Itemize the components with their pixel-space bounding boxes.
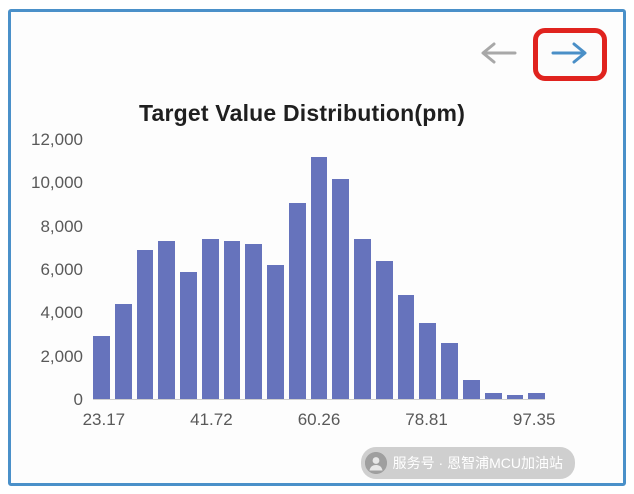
back-arrow-button[interactable] (479, 40, 517, 69)
nav-arrows (479, 28, 607, 81)
forward-arrow-button[interactable] (551, 40, 589, 69)
y-tick-label: 8,000 (40, 216, 83, 236)
histogram-bar (419, 323, 437, 399)
histogram-bar (245, 243, 263, 399)
histogram-bar (484, 392, 502, 399)
histogram-bar (267, 265, 284, 399)
x-tick-label: 23.17 (82, 410, 126, 429)
left-arrow-icon (479, 40, 517, 69)
x-tick-label: 60.26 (297, 410, 341, 429)
histogram-bar (463, 379, 480, 399)
histogram-bar (528, 392, 546, 399)
histogram-bar (354, 239, 371, 399)
x-axis: 23.17 41.72 60.26 78.81 97.35 (83, 408, 556, 434)
right-arrow-icon (551, 40, 589, 69)
histogram-bar (397, 295, 415, 399)
histogram-bar (93, 336, 110, 399)
histogram-bar (136, 250, 154, 399)
x-tick-label: 97.35 (512, 410, 556, 429)
watermark-text: 服务号 · 恩智浦MCU加油站 (392, 455, 563, 471)
y-axis: 12,000 10,000 8,000 6,000 4,000 2,000 0 (25, 130, 83, 409)
x-tick-label: 41.72 (190, 410, 233, 429)
y-tick-label: 2,000 (40, 346, 83, 366)
chart-panel: Target Value Distribution(pm) 12,000 10,0… (8, 9, 626, 486)
histogram-bar (310, 157, 328, 399)
histogram-bar (332, 178, 350, 399)
chart: 12,000 10,000 8,000 6,000 4,000 2,000 0 (25, 130, 546, 409)
y-tick-label: 10,000 (31, 173, 83, 193)
histogram-bar (223, 241, 241, 399)
y-tick-label: 0 (73, 390, 83, 409)
histogram-bar (441, 342, 459, 399)
histogram-bar (506, 394, 524, 399)
y-tick-label: 6,000 (40, 260, 83, 279)
histogram-bar (114, 304, 132, 399)
x-tick-label: 78.81 (405, 410, 448, 429)
y-tick-label: 12,000 (31, 130, 83, 149)
histogram-bar (201, 239, 219, 399)
y-tick-label: 4,000 (40, 303, 83, 323)
histogram-bar (288, 202, 306, 399)
histogram-bar (375, 260, 393, 399)
histogram-bar (158, 241, 176, 399)
wechat-official-account-icon (364, 452, 387, 474)
plot-area (93, 140, 546, 400)
highlight-box (533, 28, 607, 81)
chart-title: Target Value Distribution(pm) (138, 100, 466, 126)
histogram-bar (180, 271, 197, 399)
watermark: 服务号 · 恩智浦MCU加油站 (360, 447, 575, 479)
